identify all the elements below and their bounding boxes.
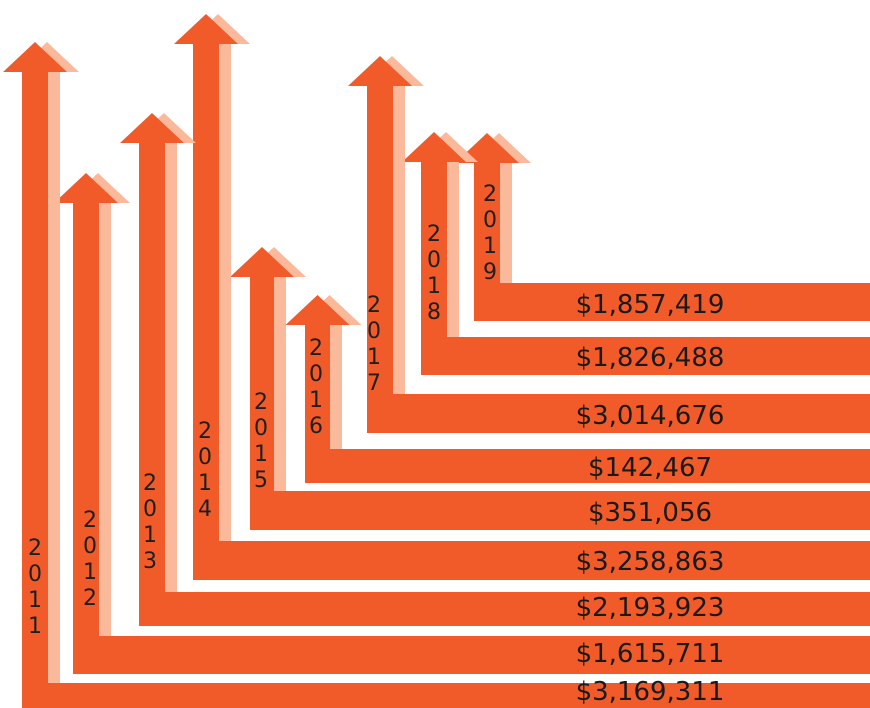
year-digit: 1 [83, 560, 97, 585]
year-digit: 1 [143, 523, 157, 548]
value-label: $3,169,311 [576, 677, 725, 707]
year-digit: 0 [309, 362, 323, 387]
arrow-group: 2 0 1 9 $1,857,419 [455, 133, 870, 321]
arrow-bar [348, 56, 870, 433]
year-digit: 1 [367, 345, 381, 370]
arrow-group: 2 0 1 8$1,826,488 [402, 132, 870, 375]
year-digit: 1 [427, 274, 441, 299]
year-digit: 9 [483, 260, 497, 285]
arrow-group: 2 0 1 6$142,467 [285, 295, 870, 483]
arrow-group: 2 0 1 1$3,169,311 [3, 42, 870, 708]
value-label: $142,467 [588, 453, 712, 483]
value-label: $351,056 [588, 498, 712, 528]
value-label: $1,826,488 [576, 343, 725, 373]
year-digit: 0 [198, 445, 212, 470]
year-digit: 0 [483, 208, 497, 233]
year-digit: 7 [367, 371, 381, 396]
arrow-group: 2 0 1 2$1,615,711 [54, 173, 870, 674]
year-digit: 0 [143, 497, 157, 522]
value-label: $3,014,676 [576, 401, 725, 431]
arrow-bar [230, 247, 870, 530]
year-digit: 1 [28, 588, 42, 613]
year-digit: 0 [367, 319, 381, 344]
year-digit: 2 [483, 182, 497, 207]
arrow-bar [455, 133, 870, 321]
year-digit: 2 [83, 508, 97, 533]
arrow-bar [402, 132, 870, 375]
year-digit: 5 [254, 468, 268, 493]
year-digit: 3 [143, 549, 157, 574]
year-digit: 1 [483, 234, 497, 259]
arrow-group: 2 0 1 5$351,056 [230, 247, 870, 530]
year-digit: 1 [28, 614, 42, 639]
year-digit: 2 [143, 471, 157, 496]
year-digit: 8 [427, 300, 441, 325]
year-digit: 2 [367, 293, 381, 318]
value-label: $3,258,863 [576, 547, 725, 577]
arrow-bar [285, 295, 870, 483]
arrow-group: 2 0 1 4$3,258,863 [174, 14, 870, 580]
value-label: $1,857,419 [576, 290, 725, 320]
value-label: $2,193,923 [576, 593, 725, 623]
arrow-group: 2 0 1 3$2,193,923 [120, 113, 870, 626]
year-digit: 2 [254, 390, 268, 415]
year-digit: 4 [198, 497, 212, 522]
year-digit: 2 [198, 419, 212, 444]
year-digit: 1 [309, 388, 323, 413]
year-digit: 1 [254, 442, 268, 467]
year-digit: 1 [198, 471, 212, 496]
year-digit: 0 [254, 416, 268, 441]
year-digit: 2 [309, 336, 323, 361]
year-digit: 2 [427, 222, 441, 247]
year-digit: 2 [28, 536, 42, 561]
year-digit: 2 [83, 586, 97, 611]
year-digit: 0 [427, 248, 441, 273]
year-digit: 0 [28, 562, 42, 587]
year-digit: 0 [83, 534, 97, 559]
value-label: $1,615,711 [576, 639, 725, 669]
arrow-group: 2 0 1 7$3,014,676 [348, 56, 870, 433]
year-digit: 6 [309, 414, 323, 439]
